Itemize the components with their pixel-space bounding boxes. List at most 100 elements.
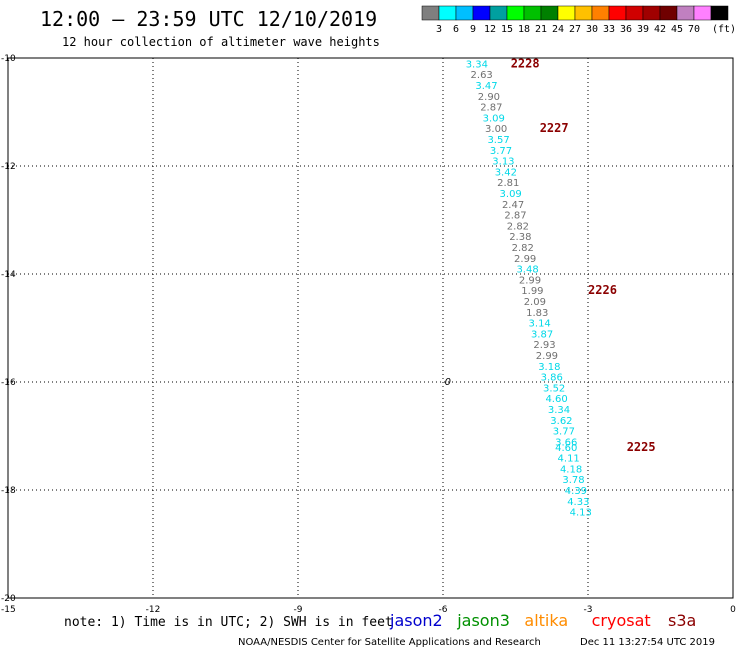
y-tick-label: -14 xyxy=(1,270,16,280)
colorbar-label: 12 xyxy=(484,24,496,35)
time-labels: 2228 2227 2226 2225 xyxy=(511,56,656,453)
swh-point-label: 4.60 xyxy=(545,394,567,405)
colorbar-swatch xyxy=(506,5,525,21)
plot-area: -15 -12 -9 -6 -3 0 -10-12-14-16-18-20 3.342.6… xyxy=(1,54,736,615)
colorbar-swatch xyxy=(642,5,661,21)
colorbar-swatch xyxy=(455,5,474,21)
swh-point-label: 2.99 xyxy=(536,351,558,362)
swh-point-label: 4.60 xyxy=(555,443,577,454)
y-tick-labels: -10 -12 -14 -16 -18 -20 xyxy=(1,54,16,604)
swh-point-label: 2.93 xyxy=(533,340,555,351)
swh-point-label: 2.82 xyxy=(507,221,529,232)
y-tick-label: -16 xyxy=(1,378,16,388)
colorbar-swatch xyxy=(557,5,576,21)
swh-point-label: 2.90 xyxy=(478,92,500,103)
swh-point-label: 2.09 xyxy=(524,297,546,308)
swh-point-label: 4.13 xyxy=(570,508,592,519)
swh-point-label: 2.99 xyxy=(519,275,541,286)
swh-point-label: 2.47 xyxy=(502,200,524,211)
colorbar-swatch xyxy=(676,5,695,21)
swh-point-label: 3.62 xyxy=(550,416,572,427)
swh-point-label: 3.87 xyxy=(531,329,553,340)
x-tick-labels: -15 -12 -9 -6 -3 0 xyxy=(1,605,736,615)
time-label: 2228 xyxy=(511,56,540,70)
time-label: 2227 xyxy=(540,121,569,135)
chart-title: 12:00 – 23:59 UTC 12/10/2019 xyxy=(40,7,377,31)
colorbar-swatch xyxy=(608,5,627,21)
legend-item-cryosat: cryosat xyxy=(592,611,651,630)
colorbar-label: 9 xyxy=(470,24,476,35)
colorbar-unit: (ft) xyxy=(712,24,736,35)
swh-point-label: 3.86 xyxy=(541,373,563,384)
y-tick-label: -10 xyxy=(1,54,16,64)
colorbar-swatch xyxy=(693,5,712,21)
colorbar-label: 30 xyxy=(586,24,598,35)
x-tick-label: -6 xyxy=(439,605,448,615)
swh-point-label: 3.57 xyxy=(487,135,509,146)
x-tick-label: 0 xyxy=(730,605,736,615)
legend-item-altika: altika xyxy=(524,611,568,630)
swh-point-label: 3.42 xyxy=(495,167,517,178)
land-marker: 0 xyxy=(445,377,451,388)
swh-point-label: 4.39 xyxy=(565,486,587,497)
swh-point-label: 3.66 xyxy=(555,437,577,448)
colorbar-label: 6 xyxy=(453,24,459,35)
time-label: 2225 xyxy=(627,440,656,454)
colorbar: 3 6 9 12 15 18 21 24 27 30 33 36 39 42 45 70 xyxy=(421,5,729,35)
colorbar-label: 15 xyxy=(501,24,513,35)
colorbar-label: 33 xyxy=(603,24,615,35)
colorbar-swatch xyxy=(421,5,440,21)
swh-point-label: 3.47 xyxy=(475,81,497,92)
colorbar-label: 42 xyxy=(654,24,666,35)
swh-point-label: 4.18 xyxy=(560,464,582,475)
y-tick-label: -20 xyxy=(1,594,16,604)
time-label: 2226 xyxy=(588,283,617,297)
colorbar-label: 3 xyxy=(436,24,442,35)
colorbar-label: 21 xyxy=(535,24,547,35)
colorbar-label: 70 xyxy=(688,24,700,35)
colorbar-swatch xyxy=(625,5,644,21)
swh-point-label: 3.09 xyxy=(500,189,522,200)
swh-point-label: 1.99 xyxy=(521,286,543,297)
swh-point-label: 3.18 xyxy=(538,362,560,373)
grid xyxy=(8,58,733,598)
x-tick-label: -15 xyxy=(1,605,16,615)
footer-credit: NOAA/NESDIS Center for Satellite Applica… xyxy=(238,637,541,648)
colorbar-swatch xyxy=(489,5,508,21)
colorbar-label: 24 xyxy=(552,24,564,35)
swh-point-label: 3.77 xyxy=(553,427,575,438)
swh-point-label: 3.34 xyxy=(548,405,570,416)
legend-note: note: 1) Time is in UTC; 2) SWH is in fe… xyxy=(64,615,393,630)
swh-point-label: 4.33 xyxy=(567,497,589,508)
swh-point-label: 3.09 xyxy=(483,113,505,124)
swh-point-label: 1.83 xyxy=(526,308,548,319)
colorbar-label: 39 xyxy=(637,24,649,35)
footer-timestamp: Dec 11 13:27:54 UTC 2019 xyxy=(580,637,715,648)
colorbar-swatch xyxy=(591,5,610,21)
swh-point-label: 2.87 xyxy=(480,103,502,114)
chart-subtitle: 12 hour collection of altimeter wave hei… xyxy=(62,35,380,49)
data-points: 3.342.633.472.902.873.093.003.573.773.13… xyxy=(466,59,592,518)
swh-point-label: 3.34 xyxy=(466,59,488,70)
colorbar-swatch xyxy=(438,5,457,21)
colorbar-label: 45 xyxy=(671,24,683,35)
legend-item-jason2: jason2 xyxy=(389,611,443,630)
swh-point-label: 2.81 xyxy=(497,178,519,189)
colorbar-swatch xyxy=(472,5,491,21)
colorbar-swatch xyxy=(659,5,678,21)
colorbar-label: 27 xyxy=(569,24,581,35)
colorbar-label: 18 xyxy=(518,24,530,35)
swh-point-label: 3.78 xyxy=(562,475,584,486)
colorbar-swatch xyxy=(540,5,559,21)
colorbar-swatch xyxy=(523,5,542,21)
plot-frame xyxy=(7,57,734,599)
swh-point-label: 3.13 xyxy=(492,157,514,168)
x-tick-label: -9 xyxy=(294,605,303,615)
swh-point-label: 3.77 xyxy=(490,146,512,157)
y-tick-label: -18 xyxy=(1,486,16,496)
legend: jason2 jason3 altika cryosat s3a xyxy=(389,611,696,630)
swh-point-label: 2.63 xyxy=(471,70,493,81)
swh-point-label: 3.52 xyxy=(543,383,565,394)
swh-point-label: 3.48 xyxy=(516,265,538,276)
